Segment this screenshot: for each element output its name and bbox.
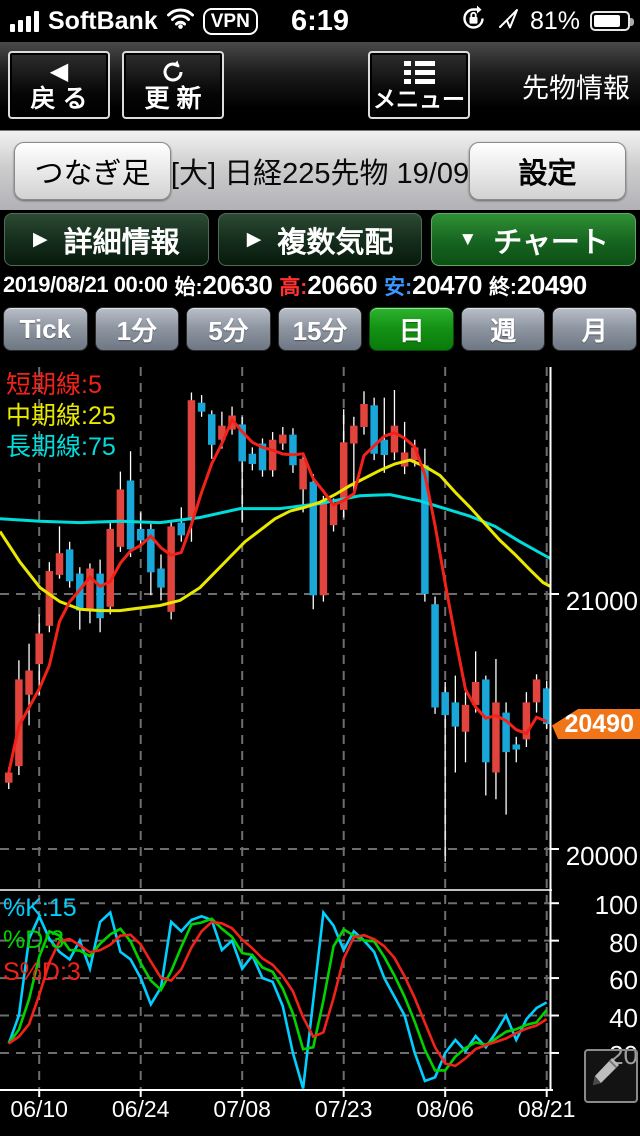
ma-legend-item: 短期線:5 <box>6 371 102 399</box>
stochastic-axis-label: 100 <box>594 890 638 921</box>
tab-bar: ▶ 詳細情報 ▶ 複数気配 ▼ チャート <box>0 210 640 266</box>
price-axis-label: 20000 <box>565 841 638 871</box>
quote-high: 高: 20660 <box>279 269 378 300</box>
sub-header: つなぎ足 [大] 日経225先物 19/09 設定 <box>0 130 640 210</box>
timeframe-button-3[interactable]: 15分 <box>277 307 363 351</box>
quote-open: 始: 20630 <box>174 269 273 300</box>
price-axis-label: 21000 <box>565 586 638 616</box>
tab-arrow-icon: ▶ <box>246 229 262 250</box>
chart-plot <box>0 367 559 1097</box>
draw-tool-button[interactable] <box>584 1049 638 1103</box>
tab-2[interactable]: ▼ チャート <box>431 213 637 266</box>
timeframe-button-0[interactable]: Tick <box>3 307 88 351</box>
refresh-icon <box>160 59 186 85</box>
status-bar: SoftBank VPN 6:19 <box>0 0 640 42</box>
battery-icon <box>590 11 634 31</box>
timeframe-button-2[interactable]: 5分 <box>186 307 271 351</box>
ma-legend-item: 長期線:75 <box>6 433 116 461</box>
quote-close: 終: 20490 <box>488 269 587 300</box>
ma-legend: 短期線:5 中期線:25 長期線:75 <box>6 370 116 463</box>
x-axis-label: 08/21 <box>517 1096 576 1122</box>
quote-low: 安: 20470 <box>384 269 482 300</box>
tab-1[interactable]: ▶ 複数気配 <box>217 213 423 266</box>
wifi-icon <box>166 8 194 34</box>
timeframe-bar: Tick 1分 5分 15分日週月 <box>0 304 640 356</box>
menu-button[interactable]: メニュー <box>368 51 470 119</box>
stochastic-legend: %K:15 %D:3 S%D:3 <box>3 892 81 988</box>
chart-type-button[interactable]: つなぎ足 <box>14 141 171 200</box>
clock: 6:19 <box>290 4 350 37</box>
stochastic-axis-label: 60 <box>609 965 638 996</box>
x-axis-label: 08/06 <box>416 1096 474 1122</box>
location-icon <box>497 7 520 35</box>
tab-0[interactable]: ▶ 詳細情報 <box>4 213 209 266</box>
refresh-button[interactable]: 更 新 <box>122 51 224 119</box>
back-icon: ◀ <box>49 57 69 85</box>
quote-bar: 2019/08/21 00:00 始: 20630 高: 20660 安: 20470… <box>0 266 640 304</box>
tab-arrow-icon: ▶ <box>33 229 48 250</box>
ma-legend-item: 中期線:25 <box>6 402 116 430</box>
stochastic-legend-item: %K:15 <box>3 894 77 922</box>
candlestick-chart[interactable]: 短期線:5 中期線:25 長期線:75 %K:15 %D:3 S%D:3 21000 20… <box>0 356 640 1136</box>
stochastic-legend-item: %D:3 <box>3 926 65 954</box>
x-axis-label: 06/24 <box>111 1096 170 1122</box>
settings-button[interactable]: 設定 <box>469 141 626 200</box>
quote-datetime: 2019/08/21 00:00 <box>3 272 168 297</box>
stochastic-axis-label: 40 <box>609 1002 638 1033</box>
instrument-label: [大] 日経225先物 19/09 <box>170 157 470 190</box>
stochastic-legend-item: S%D:3 <box>3 958 81 986</box>
timeframe-button-1[interactable]: 1分 <box>94 307 180 351</box>
x-axis-label: 07/08 <box>213 1096 271 1122</box>
timeframe-button-6[interactable]: 月 <box>552 307 638 351</box>
cellular-signal-icon <box>10 10 39 32</box>
page-title: 先物情報 <box>522 73 630 104</box>
nav-bar: ◀ 戻 る 更 新 メニュー 先物情報 <box>0 42 640 130</box>
timeframe-button-5[interactable]: 週 <box>460 307 546 351</box>
menu-icon <box>403 60 435 86</box>
back-button[interactable]: ◀ 戻 る <box>8 51 110 119</box>
x-axis-label: 06/10 <box>10 1096 68 1122</box>
stochastic-axis-label: 80 <box>609 927 638 958</box>
timeframe-button-4[interactable]: 日 <box>369 307 454 351</box>
vpn-badge: VPN <box>202 7 258 35</box>
tab-arrow-icon: ▼ <box>458 228 478 250</box>
rotation-lock-icon <box>460 5 487 37</box>
battery-percentage: 81% <box>529 6 580 35</box>
carrier-label: SoftBank <box>48 6 158 35</box>
x-axis-label: 07/23 <box>314 1096 373 1122</box>
